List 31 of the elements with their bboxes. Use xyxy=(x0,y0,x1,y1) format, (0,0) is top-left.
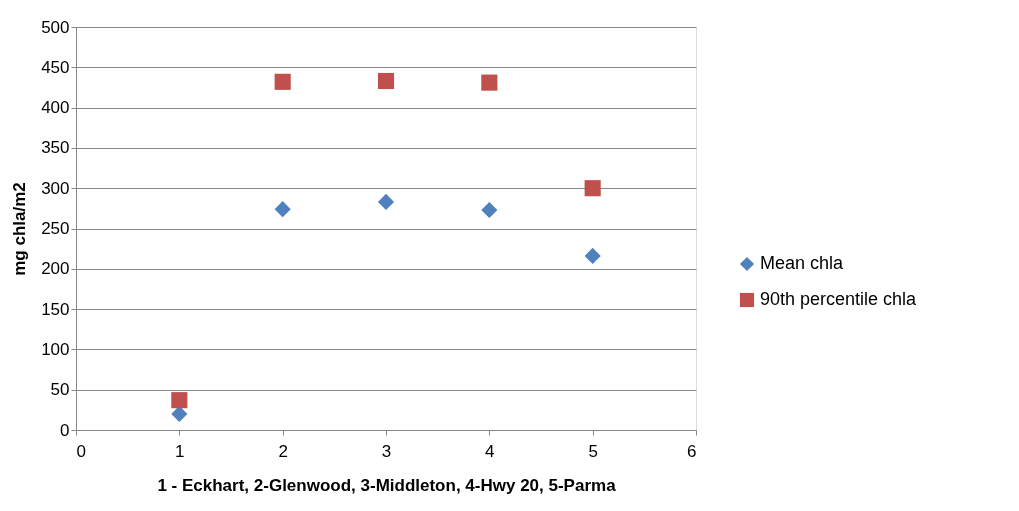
legend-label: 90th percentile chla xyxy=(760,289,918,309)
x-tick-label: 2 xyxy=(278,441,288,461)
point xyxy=(377,193,395,210)
x-axis-title: 1 - Eckhart, 2-Glenwood, 3-Middleton, 4-Hwy 20, 5-Parma xyxy=(157,475,617,495)
point xyxy=(274,201,291,218)
x-tick-label: 4 xyxy=(485,441,495,461)
point xyxy=(171,392,188,409)
x-tick-label: 3 xyxy=(381,441,392,461)
y-tick-label: 350 xyxy=(41,138,70,158)
point xyxy=(481,74,498,91)
y-tick-label: 400 xyxy=(41,98,70,118)
point xyxy=(584,180,601,197)
y-tick-label: 200 xyxy=(41,259,70,279)
y-tick-label: 500 xyxy=(41,17,70,37)
y-tick-label: 450 xyxy=(41,57,70,77)
y-tick-label: 250 xyxy=(41,219,70,238)
x-tick-label: 6 xyxy=(687,441,697,461)
y-tick-label: 100 xyxy=(41,339,70,359)
x-tick-label: 1 xyxy=(175,441,185,461)
point xyxy=(274,73,291,90)
y-tick-label: 300 xyxy=(41,178,70,198)
y-axis-title: mg chla/m2 xyxy=(10,182,30,276)
x-tick-label: 5 xyxy=(588,441,598,461)
point xyxy=(377,72,395,90)
y-tick-label: 0 xyxy=(60,420,70,440)
point xyxy=(584,247,601,264)
x-tick-label: 0 xyxy=(76,441,86,461)
point xyxy=(481,201,498,219)
legend-label: Mean chla xyxy=(760,253,845,273)
y-tick-label: 50 xyxy=(50,380,70,400)
y-tick-label: 150 xyxy=(41,299,70,319)
